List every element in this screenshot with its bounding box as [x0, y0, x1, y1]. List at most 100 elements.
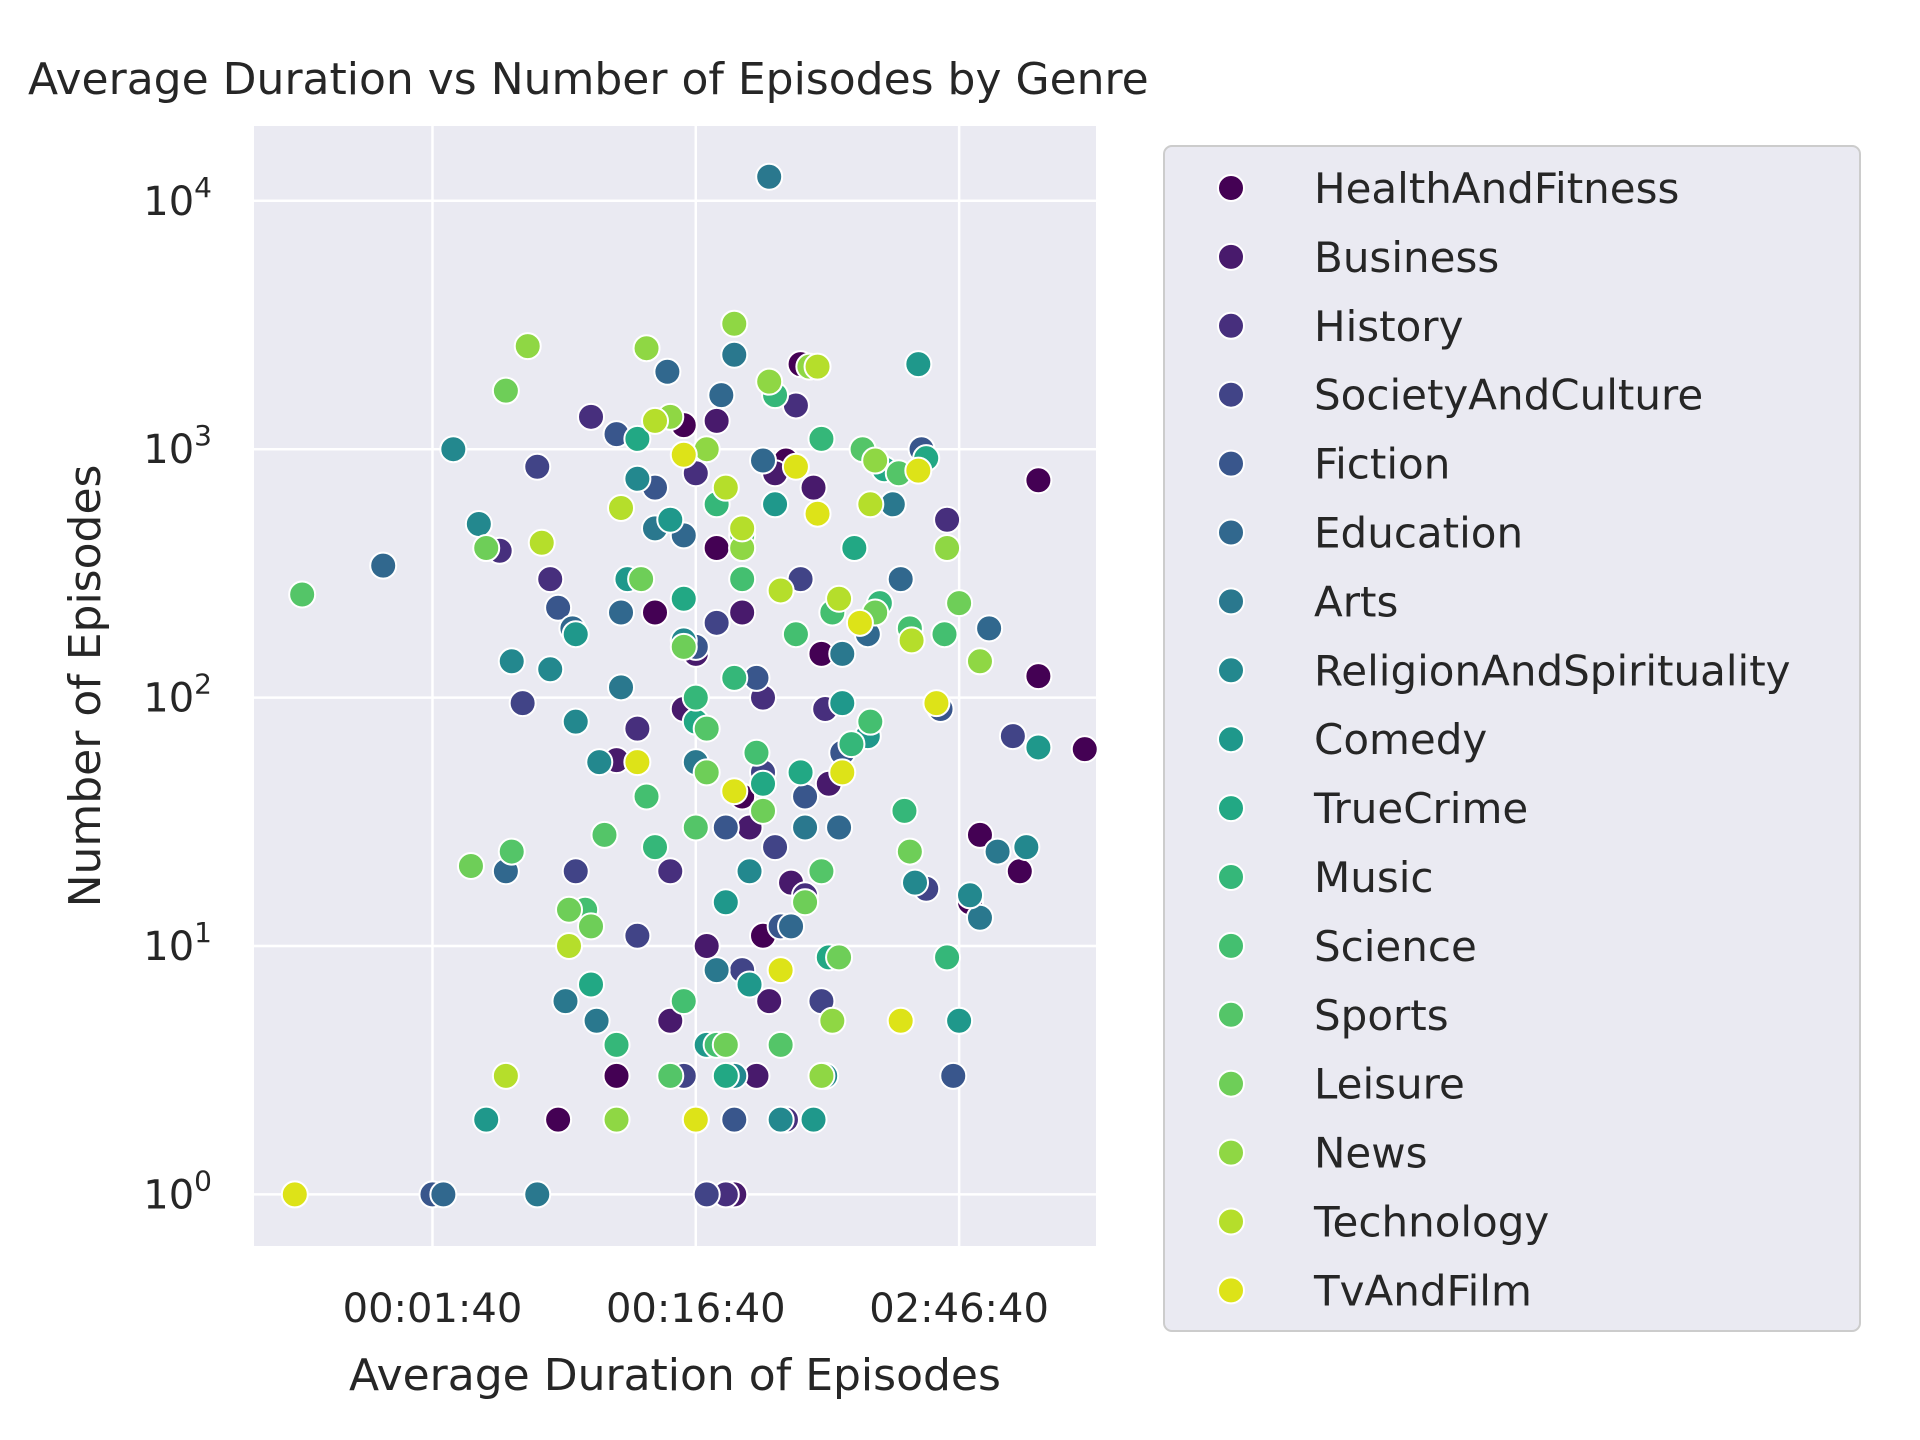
legend-marker — [1217, 587, 1245, 616]
scatter-point — [536, 565, 565, 594]
scatter-point — [429, 1180, 458, 1209]
scatter-point — [527, 528, 556, 557]
scatter-point — [497, 837, 526, 866]
scatter-point — [632, 782, 661, 811]
scatter-point — [799, 1105, 828, 1134]
scatter-point — [856, 490, 885, 519]
scatter-point — [369, 551, 398, 580]
scatter-point — [1012, 833, 1041, 862]
scatter-point — [818, 1006, 847, 1035]
scatter-point — [965, 647, 994, 676]
scatter-point — [904, 350, 933, 379]
scatter-point — [728, 514, 757, 543]
x-tick-labels: 00:01:40 00:16:40 02:46:40 — [343, 1286, 1049, 1332]
scatter-point — [656, 1006, 685, 1035]
legend-label: Music — [1314, 853, 1434, 902]
scatter-point — [755, 987, 784, 1016]
scatter-point — [711, 1061, 740, 1090]
scatter-point — [983, 837, 1012, 866]
legend-marker — [1217, 380, 1245, 409]
scatter-point — [945, 1006, 974, 1035]
legend-label: Sports — [1314, 991, 1449, 1040]
scatter-point — [933, 534, 962, 563]
scatter-point — [807, 857, 836, 886]
chart-title: Average Duration vs Number of Episodes b… — [28, 54, 1149, 105]
scatter-point — [464, 509, 493, 538]
scatter-point — [561, 620, 590, 649]
scatter-point — [766, 1105, 795, 1134]
scatter-point — [544, 593, 573, 622]
scatter-point — [653, 357, 682, 386]
scatter-point — [728, 598, 757, 627]
scatter-point — [623, 748, 652, 777]
scatter-point — [513, 332, 542, 361]
legend-marker — [1217, 174, 1245, 202]
scatter-point — [602, 1061, 631, 1090]
scatter-point — [807, 424, 836, 453]
legend-frame — [1163, 145, 1861, 1332]
scatter-point — [623, 714, 652, 743]
scatter-point — [825, 943, 854, 972]
scatter-point — [497, 647, 526, 676]
scatter-point — [1024, 662, 1053, 691]
scatter-point — [711, 813, 740, 842]
legend-label: News — [1314, 1129, 1428, 1178]
scatter-point — [585, 748, 614, 777]
scatter-point — [702, 534, 731, 563]
scatter-point — [766, 576, 795, 605]
scatter-point — [590, 820, 619, 849]
legend-marker — [1217, 931, 1245, 960]
scatter-point — [692, 435, 721, 464]
scatter-point — [681, 813, 710, 842]
scatter-point — [837, 730, 866, 759]
scatter-point — [656, 505, 685, 534]
y-tick-label: 101 — [143, 916, 212, 970]
scatter-point — [508, 689, 537, 718]
scatter-point — [828, 639, 857, 668]
scatter-points — [280, 162, 1099, 1209]
scatter-point — [641, 833, 670, 862]
scatter-point — [845, 608, 874, 637]
x-tick-label: 00:01:40 — [343, 1286, 523, 1332]
scatter-point — [607, 673, 636, 702]
scatter-point — [702, 608, 731, 637]
scatter-point — [472, 1105, 501, 1134]
scatter-point — [749, 769, 778, 798]
scatter-point — [669, 440, 698, 469]
scatter-point — [728, 565, 757, 594]
legend-marker — [1217, 1069, 1245, 1098]
legend-marker — [1217, 656, 1245, 685]
scatter-point — [669, 584, 698, 613]
scatter-point — [623, 464, 652, 493]
scatter-point — [555, 895, 584, 924]
scatter-point — [781, 620, 810, 649]
legend-marker — [1217, 1138, 1245, 1167]
scatter-point — [582, 1006, 611, 1035]
scatter-point — [965, 820, 994, 849]
scatter-point — [681, 683, 710, 712]
scatter-point — [561, 707, 590, 736]
y-tick-labels: 100 101 102 103 104 — [143, 171, 212, 1219]
scatter-point — [956, 881, 985, 910]
scatter-point — [607, 493, 636, 522]
scatter-point — [840, 534, 869, 563]
scatter-point — [602, 1105, 631, 1134]
scatter-point — [720, 777, 749, 806]
scatter-point — [656, 1061, 685, 1090]
scatter-point — [1005, 857, 1034, 886]
scatter-point — [791, 782, 820, 811]
scatter-point — [828, 689, 857, 718]
legend-marker — [1217, 794, 1245, 823]
scatter-point — [886, 565, 915, 594]
legend-marker — [1217, 1000, 1245, 1029]
scatter-point — [922, 689, 951, 718]
scatter-point — [669, 987, 698, 1016]
scatter-point — [632, 334, 661, 363]
scatter-point — [825, 813, 854, 842]
scatter-point — [707, 381, 736, 410]
scatter-point — [1070, 735, 1099, 764]
legend-label: Education — [1314, 509, 1523, 558]
scatter-point — [439, 435, 468, 464]
scatter-point — [735, 970, 764, 999]
scatter-point — [766, 956, 795, 985]
